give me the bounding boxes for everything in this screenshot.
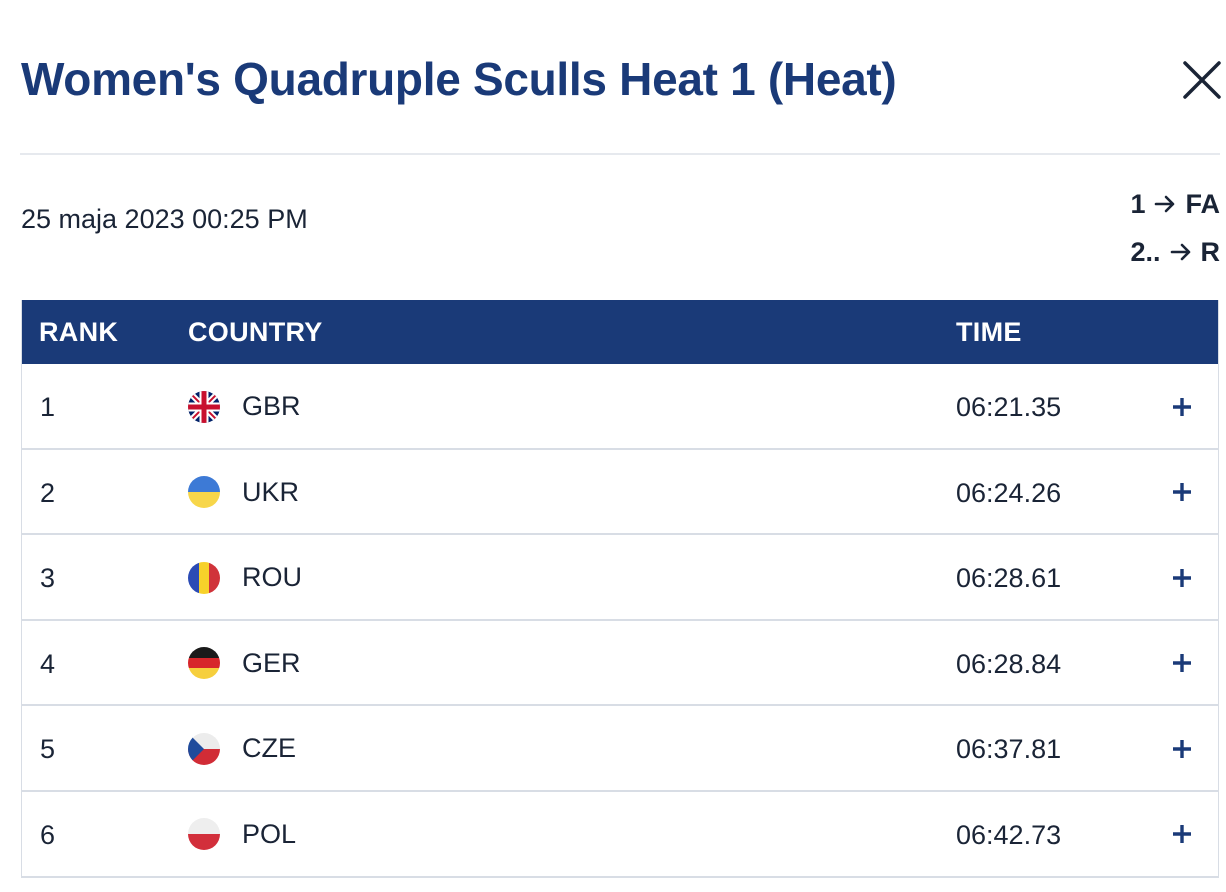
row-rank: 4 xyxy=(40,648,56,679)
row-rank: 1 xyxy=(40,392,56,422)
table-row[interactable]: 4 GER 06:28.84 xyxy=(22,621,1218,707)
country-code: CZE xyxy=(242,733,296,764)
header-country: COUNTRY xyxy=(188,317,323,347)
row-rank: 6 xyxy=(40,819,56,850)
page-title: Women's Quadruple Sculls Heat 1 (Heat) xyxy=(21,53,897,105)
race-meta: 25 maja 2023 00:25 PM 1 FA 2.. R xyxy=(20,170,1220,280)
table-header: RANK COUNTRY TIME xyxy=(22,300,1218,364)
row-rank: 5 xyxy=(40,734,56,765)
row-time: 06:21.35 xyxy=(956,392,1062,422)
plus-icon xyxy=(1171,481,1193,503)
progression-from: 1 xyxy=(1130,188,1146,219)
country-code: ROU xyxy=(242,562,302,593)
expand-row-button[interactable] xyxy=(1170,706,1194,791)
arrow-right-icon xyxy=(1153,192,1177,216)
row-time: 06:24.26 xyxy=(956,477,1062,508)
expand-row-button[interactable] xyxy=(1170,792,1194,877)
country-code: POL xyxy=(242,818,297,849)
progression-rules: 1 FA 2.. R xyxy=(1130,180,1220,276)
pol-flag-icon xyxy=(188,818,220,851)
table-row[interactable]: 2 UKR 06:24.26 xyxy=(22,450,1218,536)
close-button[interactable] xyxy=(1180,58,1224,102)
progression-rule: 1 FA xyxy=(1130,180,1220,228)
row-country: CZE xyxy=(188,706,296,791)
progression-rule: 2.. R xyxy=(1130,228,1220,276)
progression-to: FA xyxy=(1185,188,1220,219)
plus-icon xyxy=(1171,567,1193,589)
plus-icon xyxy=(1171,396,1193,418)
plus-icon xyxy=(1171,652,1193,674)
country-code: GBR xyxy=(242,391,301,421)
plus-icon xyxy=(1171,738,1193,760)
ger-flag-icon xyxy=(188,647,220,680)
cze-flag-icon xyxy=(188,732,220,765)
table-row[interactable]: 3 ROU 06:28.61 xyxy=(22,535,1218,621)
country-code: UKR xyxy=(242,476,300,507)
gbr-flag-icon xyxy=(188,390,220,423)
header-time: TIME xyxy=(956,317,1022,347)
row-country: UKR xyxy=(188,450,299,535)
race-datetime: 25 maja 2023 00:25 PM xyxy=(21,204,308,234)
expand-row-button[interactable] xyxy=(1170,535,1194,620)
close-icon xyxy=(1180,58,1224,102)
row-country: GER xyxy=(188,621,301,706)
country-code: GER xyxy=(242,647,301,678)
row-time: 06:28.61 xyxy=(956,563,1062,594)
header-rank: RANK xyxy=(39,317,119,347)
row-time: 06:28.84 xyxy=(956,648,1062,679)
row-country: ROU xyxy=(188,535,302,620)
arrow-right-icon xyxy=(1169,240,1193,264)
table-row[interactable]: 1 GBR 06:21.35 xyxy=(22,364,1218,450)
expand-row-button[interactable] xyxy=(1170,621,1194,706)
row-rank: 2 xyxy=(40,477,56,508)
progression-to: R xyxy=(1200,236,1221,267)
expand-row-button[interactable] xyxy=(1170,450,1194,535)
progression-from: 2.. xyxy=(1130,236,1161,267)
table-row[interactable]: 6 POL 06:42.73 xyxy=(22,792,1218,878)
table-row[interactable]: 5 CZE 06:37.81 xyxy=(22,706,1218,792)
rou-flag-icon xyxy=(188,561,220,594)
plus-icon xyxy=(1171,823,1193,845)
row-country: POL xyxy=(188,792,296,877)
row-time: 06:42.73 xyxy=(956,819,1062,850)
row-time: 06:37.81 xyxy=(956,734,1062,765)
modal-header: Women's Quadruple Sculls Heat 1 (Heat) xyxy=(20,0,1221,155)
expand-row-button[interactable] xyxy=(1170,364,1194,449)
results-table: RANK COUNTRY TIME 1 GBR 06:21.35 xyxy=(21,300,1219,878)
row-country: GBR xyxy=(188,364,301,449)
row-rank: 3 xyxy=(40,563,56,594)
ukr-flag-icon xyxy=(188,476,220,509)
